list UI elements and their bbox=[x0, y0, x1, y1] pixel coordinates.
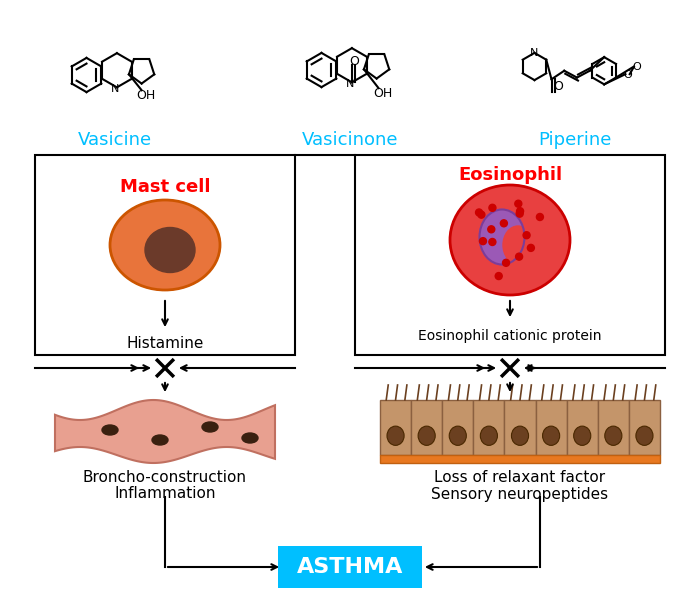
Circle shape bbox=[536, 213, 543, 221]
Text: O: O bbox=[554, 79, 564, 93]
Text: ASTHMA: ASTHMA bbox=[297, 557, 403, 577]
Text: N: N bbox=[531, 48, 539, 58]
Circle shape bbox=[475, 209, 482, 216]
Ellipse shape bbox=[418, 426, 435, 445]
Text: Eosinophil: Eosinophil bbox=[458, 166, 562, 184]
Bar bbox=[505, 400, 536, 455]
Bar bbox=[380, 400, 411, 455]
Text: Inflammation: Inflammation bbox=[114, 486, 216, 501]
Bar bbox=[442, 400, 473, 455]
Ellipse shape bbox=[512, 426, 528, 445]
Bar bbox=[567, 400, 598, 455]
Text: OH: OH bbox=[374, 87, 393, 100]
Circle shape bbox=[480, 237, 486, 245]
Text: Histamine: Histamine bbox=[126, 335, 204, 350]
Text: Eosinophil cationic protein: Eosinophil cationic protein bbox=[419, 329, 602, 343]
Text: O: O bbox=[349, 55, 359, 68]
Ellipse shape bbox=[387, 426, 404, 445]
Bar bbox=[473, 400, 505, 455]
Circle shape bbox=[488, 226, 495, 233]
Text: Vasicine: Vasicine bbox=[78, 131, 152, 149]
Text: N: N bbox=[346, 79, 354, 90]
Ellipse shape bbox=[542, 426, 560, 445]
Circle shape bbox=[523, 232, 530, 239]
Text: O: O bbox=[624, 70, 632, 80]
Bar bbox=[411, 400, 442, 455]
Ellipse shape bbox=[574, 426, 591, 445]
Circle shape bbox=[489, 239, 496, 245]
Ellipse shape bbox=[449, 426, 466, 445]
Ellipse shape bbox=[110, 200, 220, 290]
Ellipse shape bbox=[202, 422, 218, 432]
Ellipse shape bbox=[102, 425, 118, 435]
Bar bbox=[598, 400, 629, 455]
Text: N: N bbox=[111, 84, 119, 94]
Circle shape bbox=[516, 253, 523, 260]
Text: O: O bbox=[632, 61, 641, 72]
Circle shape bbox=[514, 200, 522, 207]
Ellipse shape bbox=[145, 228, 195, 272]
Text: Mast cell: Mast cell bbox=[120, 178, 210, 196]
Bar bbox=[536, 400, 567, 455]
Circle shape bbox=[500, 220, 508, 227]
FancyBboxPatch shape bbox=[278, 546, 422, 588]
Text: Loss of relaxant factor: Loss of relaxant factor bbox=[435, 471, 606, 486]
Ellipse shape bbox=[480, 426, 498, 445]
Circle shape bbox=[516, 210, 523, 217]
Polygon shape bbox=[55, 400, 275, 463]
Text: Piperine: Piperine bbox=[538, 131, 612, 149]
Bar bbox=[380, 455, 660, 463]
Text: Vasicinone: Vasicinone bbox=[302, 131, 398, 149]
Bar bbox=[629, 400, 660, 455]
Circle shape bbox=[503, 259, 510, 266]
Circle shape bbox=[495, 273, 502, 279]
Text: Sensory neuropeptides: Sensory neuropeptides bbox=[431, 486, 608, 501]
Text: Broncho-construction: Broncho-construction bbox=[83, 471, 247, 486]
Ellipse shape bbox=[152, 435, 168, 445]
Ellipse shape bbox=[450, 185, 570, 295]
Ellipse shape bbox=[605, 426, 622, 445]
Ellipse shape bbox=[242, 433, 258, 443]
Ellipse shape bbox=[480, 210, 524, 264]
Circle shape bbox=[489, 204, 496, 212]
Ellipse shape bbox=[636, 426, 653, 445]
Circle shape bbox=[517, 208, 524, 215]
Ellipse shape bbox=[503, 226, 533, 264]
Circle shape bbox=[478, 211, 485, 218]
Text: OH: OH bbox=[136, 90, 155, 102]
Circle shape bbox=[527, 245, 534, 251]
